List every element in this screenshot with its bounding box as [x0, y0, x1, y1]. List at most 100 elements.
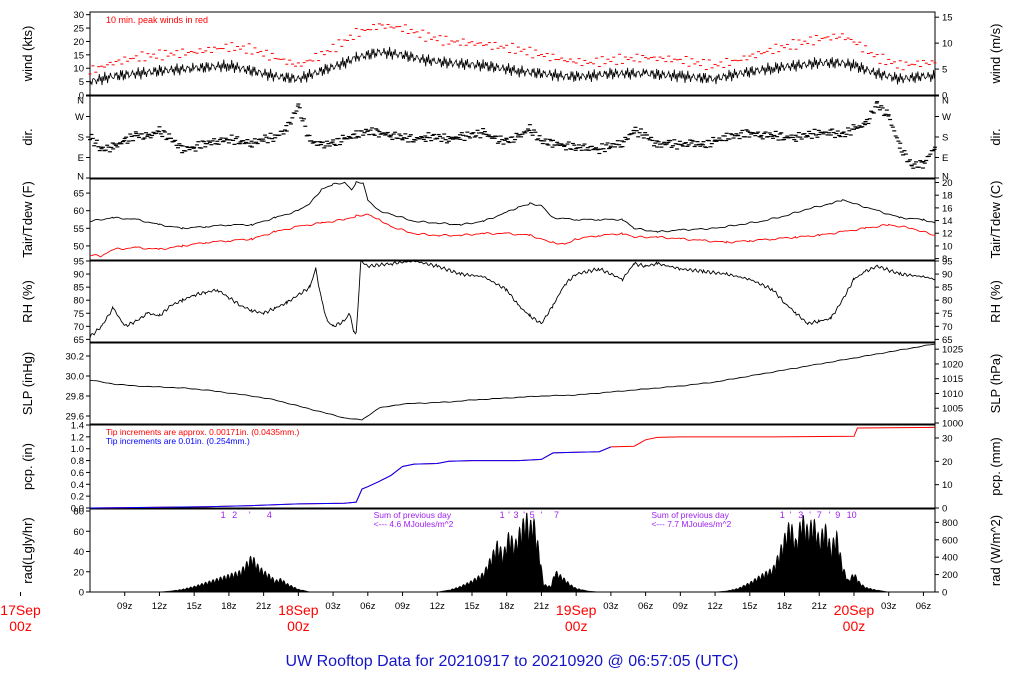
x-tick-label: 03z	[325, 601, 341, 612]
x-tick-label: 12z	[430, 601, 446, 612]
rad-hour-mark: 2	[232, 510, 237, 520]
pcp-blue-line	[89, 446, 612, 509]
rad-hour-mark: 3	[798, 510, 803, 520]
rh-ytick-label: 75	[73, 309, 84, 320]
pcp-ytick-label: 1.4	[71, 421, 84, 432]
dir-ylabel-right: dir.	[988, 128, 1003, 145]
x-tick-label: 09z	[117, 601, 133, 612]
rad-hour-mark: 5	[530, 510, 535, 520]
wind-ytick-label: 25	[73, 24, 84, 35]
temp-ytick-right-label: 8	[942, 254, 947, 265]
panel-slp: 29.6 29.8 30.0 30.2 1000 1005 1010 1015 1020 1025…	[20, 342, 1003, 430]
x-tick-label: 15z	[187, 601, 203, 612]
x-date-time: 00z	[287, 618, 310, 634]
wind-ylabel: wind (kts)	[20, 26, 35, 83]
temp-ytick-right-label: 10	[942, 241, 953, 252]
rad-hour-mark: 1	[780, 510, 785, 520]
pcp-ylabel-right: pcp. (mm)	[988, 437, 1003, 496]
temp-ytick-right-label: 14	[942, 216, 953, 227]
slp-ytick-right-label: 1000	[942, 419, 963, 430]
panel-wind: 0 5 10 15 20 25 30 0 5 10 15 wind (kts) wind (m/s) 10…	[20, 10, 1003, 101]
wind-ytick-label: 0	[79, 91, 84, 102]
rad-hour-mark: 7	[817, 510, 822, 520]
slp-frame	[89, 342, 936, 425]
pcp-ylabel: pcp. (in)	[20, 443, 35, 490]
x-axis: 09z 12z 15z 18z 21z 03z 06z 09z 12z 15z 18z 21z 03z 0…	[0, 592, 931, 634]
slp-ytick-label: 29.6	[66, 412, 85, 423]
temp-frame	[89, 178, 936, 261]
slp-line	[89, 343, 936, 421]
rad-hour-mark: 4	[267, 510, 272, 520]
dir-ytick-label: N	[77, 96, 84, 107]
wind-frame	[89, 11, 936, 96]
x-tick-label: 21z	[534, 601, 550, 612]
rad-hour-mark: '	[523, 510, 525, 520]
x-tick-label: 21z	[812, 601, 828, 612]
rad-hour-mark: 3	[513, 510, 518, 520]
rh-ytick-right-label: 80	[942, 296, 953, 307]
rad-hour-mark: 9	[835, 510, 840, 520]
dir-ytick-label: S	[78, 133, 84, 144]
wind-ytick-label: 30	[73, 10, 84, 21]
rad-hour-mark: '	[249, 510, 251, 520]
temp-ytick-right-label: 16	[942, 203, 953, 214]
rh-frame	[89, 260, 936, 343]
x-tick-label: 09z	[395, 601, 411, 612]
temp-ytick-right-label: 20	[942, 178, 953, 189]
wind-ytick-right-label: 0	[942, 91, 947, 102]
rad-ytick-right-label: 600	[942, 535, 958, 546]
pcp-ytick-label: 1.0	[71, 444, 84, 455]
rh-ytick-label: 80	[73, 296, 84, 307]
dir-ytick-label: E	[78, 153, 84, 164]
rh-ytick-right-label: 85	[942, 283, 953, 294]
temp-ytick-label: 55	[73, 224, 84, 235]
rh-ytick-right-label: 75	[942, 309, 953, 320]
pcp-ytick-label: 0.2	[71, 492, 84, 503]
tair-line	[89, 181, 936, 233]
x-tick-label: 12z	[152, 601, 168, 612]
rad-ytick-label: 40	[73, 547, 84, 558]
rad-day2-sum: Sum of previous day	[651, 510, 729, 520]
temp-ylabel: Tair/Tdew (F)	[20, 181, 35, 258]
slp-ytick-right-label: 1010	[942, 389, 963, 400]
x-tick-label: 15z	[742, 601, 758, 612]
slp-ytick-right-label: 1020	[942, 359, 963, 370]
rh-ytick-label: 65	[73, 335, 84, 346]
temp-ytick-right-label: 18	[942, 191, 953, 202]
x-date-label: 20Sep	[834, 602, 875, 618]
rad-ytick-label: 60	[73, 527, 84, 538]
x-tick-label: 18z	[777, 601, 793, 612]
rad-area	[90, 512, 935, 593]
rh-ytick-label: 95	[73, 257, 84, 268]
dir-ytick-right-label: W	[942, 112, 951, 123]
rad-day1-value: <--- 4.6 MJoules/m^2	[374, 519, 454, 529]
rad-day1-sum: Sum of previous day	[374, 510, 452, 520]
pcp-ytick-right-label: 10	[942, 480, 953, 491]
pcp-ytick-label: 0.0	[71, 504, 84, 515]
pcp-ytick-right-label: 0	[942, 504, 947, 515]
rad-ytick-right-label: 0	[942, 588, 947, 599]
temp-ytick-label: 60	[73, 206, 84, 217]
x-tick-label: 03z	[881, 601, 897, 612]
panel-pcp: 0.00.20.40.60.81.01.21.4 0 10 20 30 pcp. (in)…	[20, 421, 1003, 515]
wind-ytick-label: 10	[73, 64, 84, 75]
x-date-label: 19Sep	[556, 602, 597, 618]
x-tick-label: 03z	[603, 601, 619, 612]
wind-ylabel-right: wind (m/s)	[988, 24, 1003, 85]
x-date-time: 00z	[843, 618, 866, 634]
rad-ylabel: rad(Lgly/hr)	[20, 517, 35, 583]
dir-ytick-label: N	[77, 172, 84, 183]
dir-ytick-right-label: E	[942, 153, 948, 164]
dir-ytick-right-label: N	[942, 172, 949, 183]
x-tick-label: 06z	[360, 601, 376, 612]
slp-ylabel-right: SLP (hPa)	[988, 354, 1003, 414]
wind-sustained-line	[89, 46, 936, 86]
rh-ytick-right-label: 70	[942, 322, 953, 333]
slp-ytick-label: 30.0	[66, 372, 85, 383]
panel-rh: 65 70 75 80 85 90 95 65 70 75 80 85 90 95 RH (%) RH (%)	[20, 257, 1003, 346]
